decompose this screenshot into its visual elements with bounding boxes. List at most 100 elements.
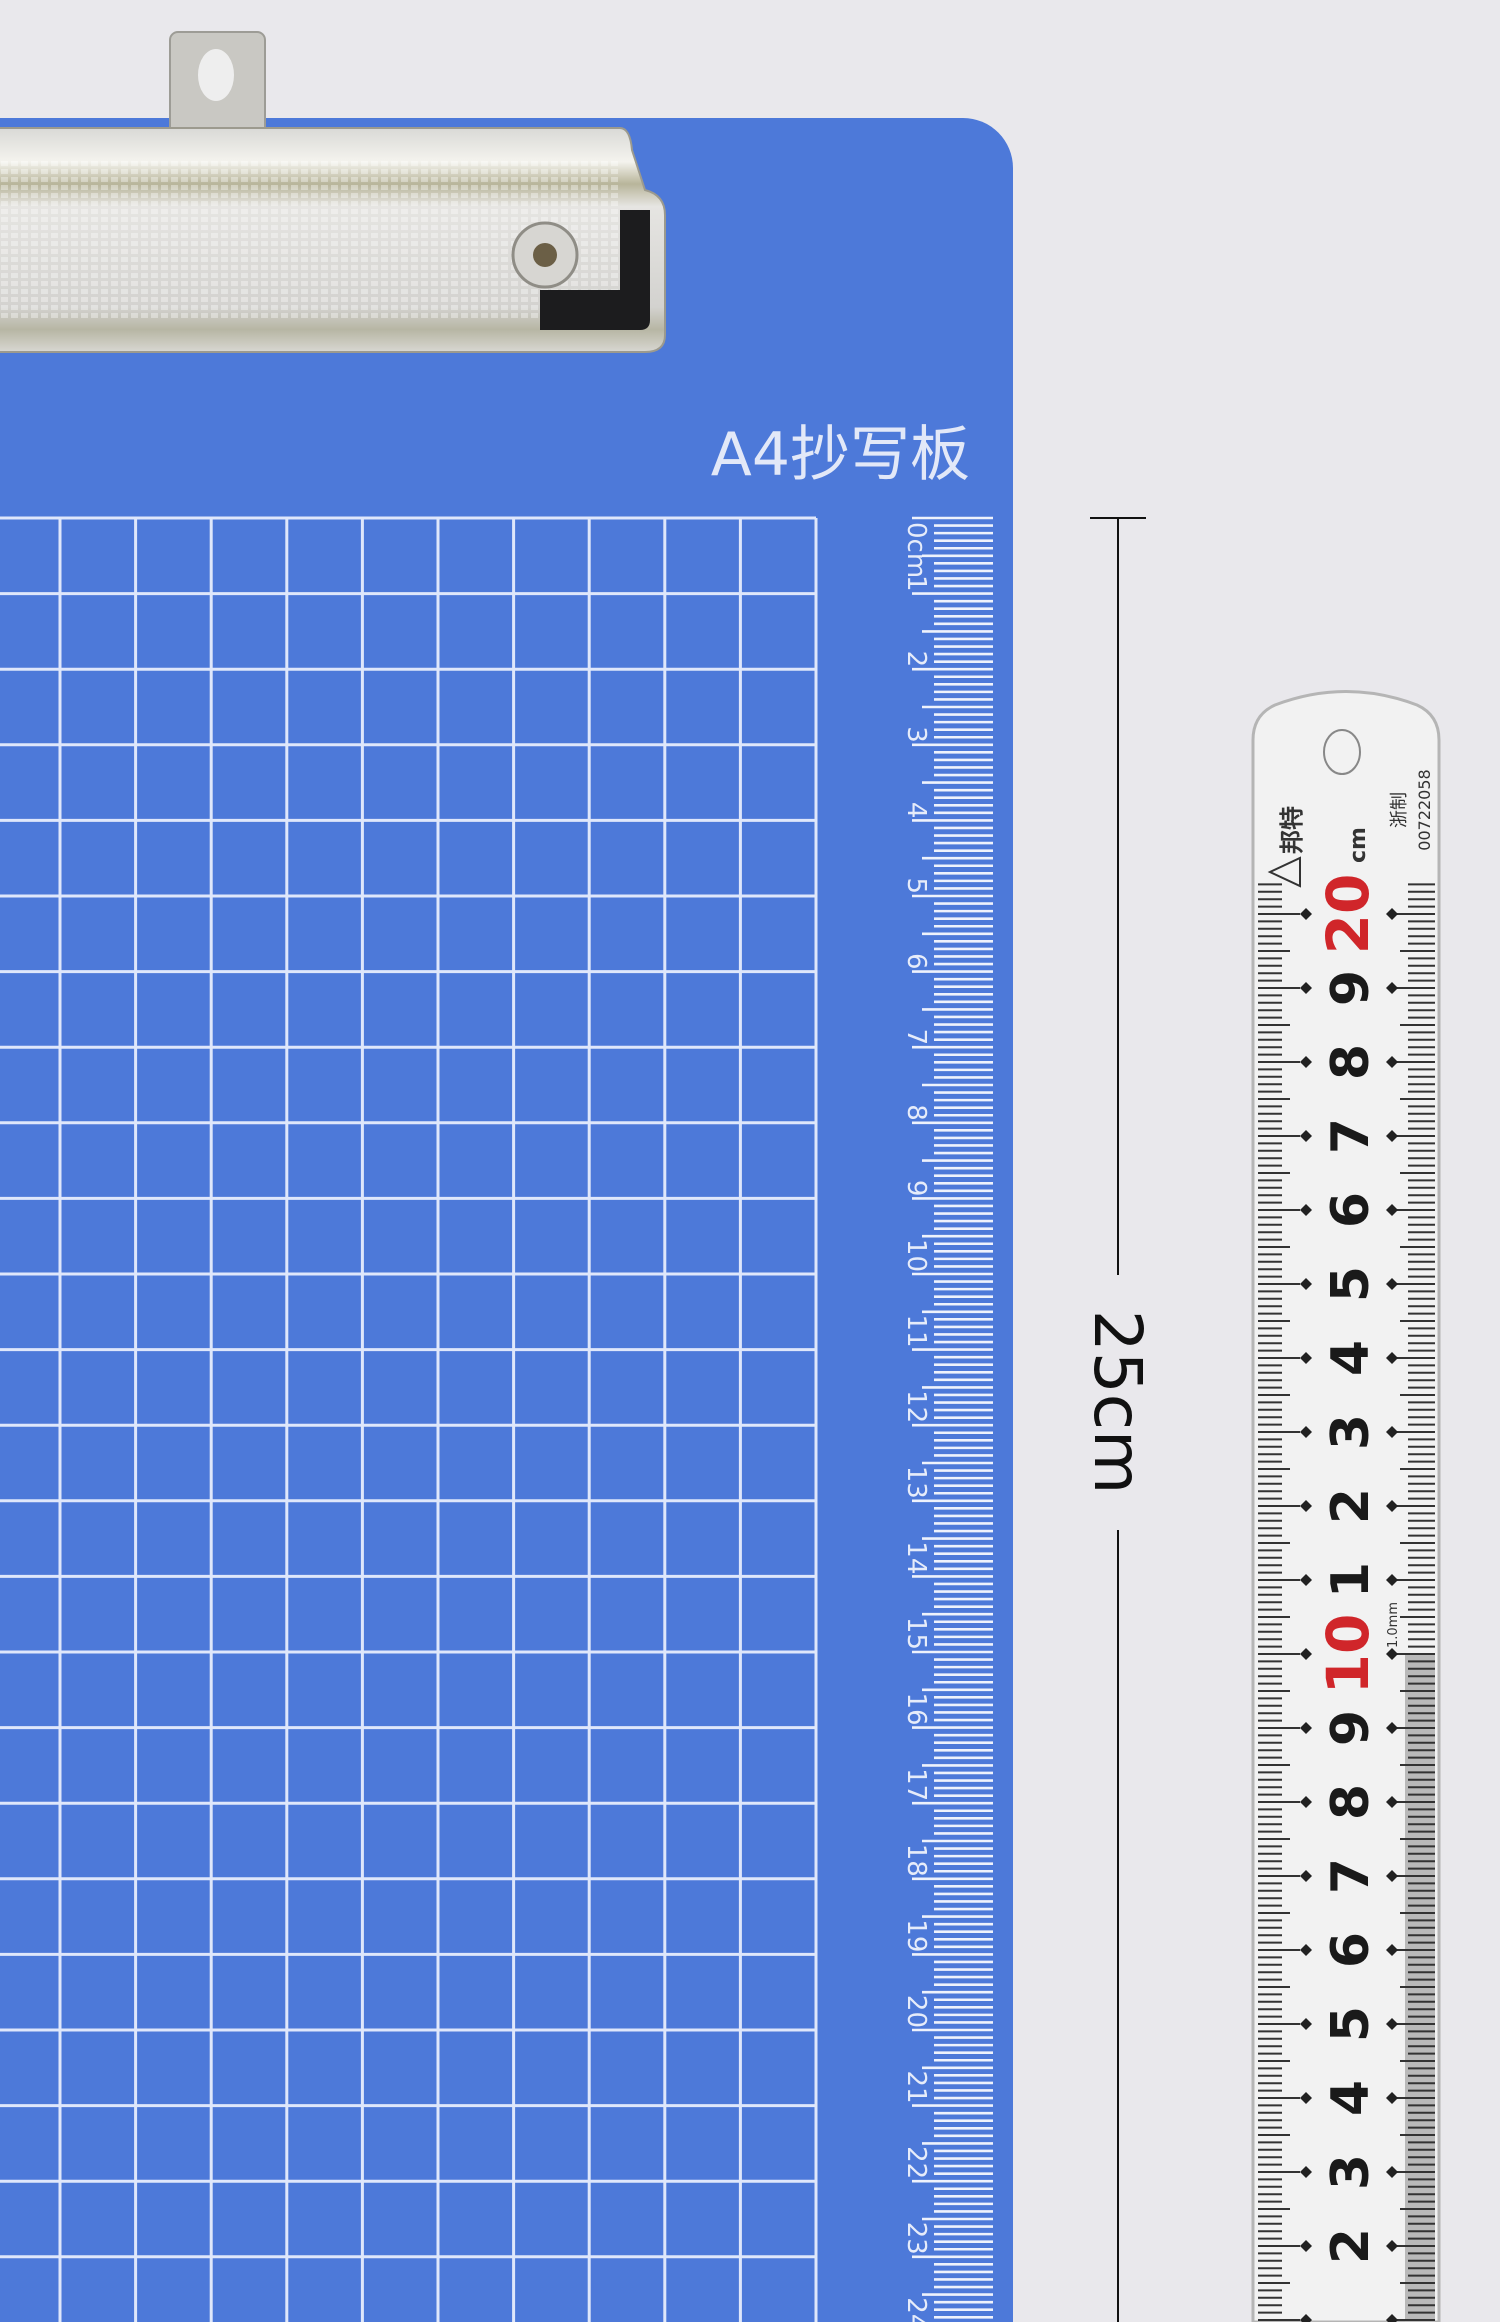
ruler-label: 2: [901, 651, 931, 668]
diamond-marker-icon: [1300, 2166, 1312, 2178]
diamond-marker-icon: [1300, 1130, 1312, 1142]
steel-ruler-number: 7: [1321, 1118, 1381, 1154]
steel-ruler: 邦特 cm 浙制 00722058 1.0mm 20 9 8 7 6 5 4 3 2 1 10 9 8 7…: [1251, 690, 1441, 2322]
ruler-label: 5: [901, 877, 931, 894]
diamond-marker-icon: [1386, 2092, 1398, 2104]
clip-hinge-icon: [540, 210, 650, 330]
ruler-label: 9: [901, 1180, 931, 1197]
diamond-marker-icon: [1300, 2240, 1312, 2252]
diamond-marker-icon: [1300, 2092, 1312, 2104]
diamond-marker-icon: [1386, 908, 1398, 920]
diamond-marker-icon: [1300, 1722, 1312, 1734]
ruler-brand: 邦特: [1278, 806, 1306, 854]
diamond-marker-icon: [1386, 1722, 1398, 1734]
diamond-marker-icon: [1300, 1204, 1312, 1216]
ruler-label: 20: [901, 1995, 931, 2028]
diamond-marker-icon: [1386, 1500, 1398, 1512]
diamond-marker-icon: [1300, 2018, 1312, 2030]
ruler-label: 1: [901, 575, 931, 592]
ruler-hang-hole: [1323, 729, 1361, 775]
diamond-marker-icon: [1300, 1352, 1312, 1364]
board-ruler: 0cm1234567891011121314151617181920212223…: [901, 516, 993, 2322]
diamond-marker-icon: [1386, 1278, 1398, 1290]
ruler-label: 18: [901, 1844, 931, 1877]
diamond-marker-icon: [1300, 1944, 1312, 1956]
diamond-marker-icon: [1300, 982, 1312, 994]
diamond-marker-icon: [1386, 2240, 1398, 2252]
ruler-unit: cm: [1346, 827, 1371, 863]
diamond-marker-icon: [1386, 1574, 1398, 1586]
ruler-label: 4: [901, 802, 931, 819]
diamond-marker-icon: [1300, 1796, 1312, 1808]
diamond-marker-icon: [1386, 1796, 1398, 1808]
diamond-marker-icon: [1386, 2018, 1398, 2030]
steel-ruler-number: 9: [1321, 1710, 1381, 1746]
ruler-label: 24: [901, 2297, 931, 2322]
diamond-marker-icon: [1386, 1352, 1398, 1364]
diamond-marker-icon: [1386, 1870, 1398, 1882]
board-title: A4抄写板: [711, 420, 970, 490]
dimension-label: 25cm: [1079, 1310, 1156, 1495]
ruler-precision: 1.0mm: [1386, 1602, 1401, 1648]
ruler-label: 23: [901, 2222, 931, 2255]
diamond-marker-icon: [1386, 1204, 1398, 1216]
diamond-marker-icon: [1386, 1944, 1398, 1956]
ruler-label: 0cm: [901, 522, 931, 578]
steel-ruler-number: 3: [1321, 1414, 1381, 1450]
ruler-label: 13: [901, 1466, 931, 1499]
ruler-label: 14: [901, 1541, 931, 1574]
diamond-marker-icon: [1386, 1056, 1398, 1068]
steel-ruler-number: 9: [1321, 970, 1381, 1006]
ruler-label: 16: [901, 1693, 931, 1726]
diamond-marker-icon: [1300, 1056, 1312, 1068]
steel-ruler-number: 5: [1321, 1266, 1381, 1302]
diamond-marker-icon: [1300, 1278, 1312, 1290]
steel-ruler-number: 2: [1321, 1488, 1381, 1524]
board-grid: [0, 516, 818, 2322]
diamond-marker-icon: [1386, 2314, 1398, 2322]
metal-clip: [0, 31, 666, 353]
diamond-marker-icon: [1300, 2314, 1312, 2322]
diamond-marker-icon: [1300, 908, 1312, 920]
steel-ruler-number: 4: [1321, 1340, 1381, 1376]
steel-ruler-number: 3: [1321, 2154, 1381, 2190]
steel-ruler-number: 1: [1321, 1562, 1381, 1598]
ruler-label: 19: [901, 1919, 931, 1952]
ruler-maker: 浙制: [1389, 792, 1410, 828]
steel-ruler-number: 20: [1314, 874, 1382, 955]
steel-ruler-number: 8: [1321, 1044, 1381, 1080]
brand-logo-icon: [1267, 856, 1301, 888]
ruler-label: 7: [901, 1029, 931, 1046]
diamond-marker-icon: [1300, 1500, 1312, 1512]
diamond-marker-icon: [1300, 1870, 1312, 1882]
ruler-label: 15: [901, 1617, 931, 1650]
diamond-marker-icon: [1300, 1648, 1312, 1660]
steel-ruler-number: 10: [1314, 1614, 1382, 1695]
ruler-label: 17: [901, 1768, 931, 1801]
diamond-marker-icon: [1386, 1426, 1398, 1438]
ruler-label: 10: [901, 1239, 931, 1272]
ruler-label: 11: [901, 1315, 931, 1348]
diamond-marker-icon: [1386, 1130, 1398, 1142]
ruler-code: 00722058: [1415, 769, 1434, 850]
clip-tab-hole: [198, 49, 234, 101]
diamond-marker-icon: [1386, 1648, 1398, 1660]
steel-ruler-number: 8: [1321, 1784, 1381, 1820]
diamond-marker-icon: [1386, 982, 1398, 994]
diamond-marker-icon: [1300, 1574, 1312, 1586]
dimension-marker: 25cm: [1079, 517, 1156, 2322]
steel-ruler-number: 7: [1321, 1858, 1381, 1894]
steel-ruler-number: 4: [1321, 2080, 1381, 2116]
ruler-label: 8: [901, 1104, 931, 1121]
ruler-label: 21: [901, 2071, 931, 2104]
diamond-marker-icon: [1386, 2166, 1398, 2178]
steel-ruler-number: 2: [1321, 2228, 1381, 2264]
steel-ruler-number: 5: [1321, 2006, 1381, 2042]
steel-ruler-number: 6: [1321, 1192, 1381, 1228]
diamond-marker-icon: [1300, 1426, 1312, 1438]
ruler-label: 6: [901, 953, 931, 970]
ruler-label: 22: [901, 2146, 931, 2179]
steel-ruler-number: 6: [1321, 1932, 1381, 1968]
ruler-label: 12: [901, 1390, 931, 1423]
